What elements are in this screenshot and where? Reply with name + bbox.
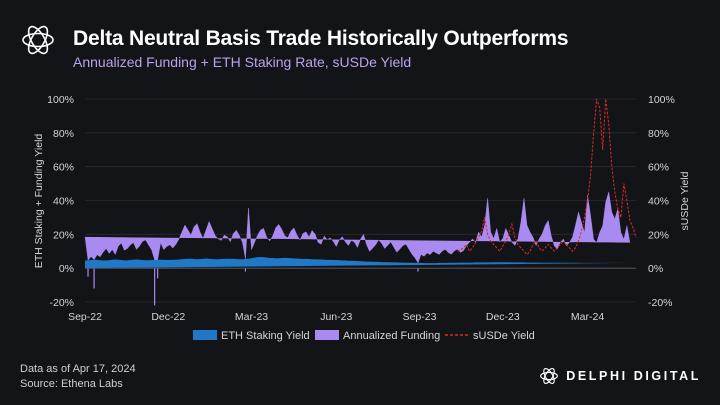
source-note: Source: Ethena Labs <box>20 378 123 390</box>
legend-swatch-staking <box>193 330 217 340</box>
y-tick-right-label: 20% <box>648 229 669 241</box>
y-axis-right-title: sUSDe Yield <box>679 171 691 230</box>
x-tick-label: Sep-23 <box>403 311 437 323</box>
brand: DELPHI DIGITAL <box>539 366 701 386</box>
y-tick-right-label: 100% <box>648 94 675 106</box>
x-tick-label: Jun-23 <box>320 311 352 323</box>
legend-label-funding: Annualized Funding <box>343 330 440 342</box>
staking-area <box>85 257 630 269</box>
y-tick-right-label: 40% <box>648 196 669 208</box>
y-axis-right: 100% 80% 60% 40% 20% 0% -20% <box>648 94 675 309</box>
data-date-note: Data as of Apr 17, 2024 <box>20 363 136 375</box>
y-tick-left-label: 40% <box>53 196 74 208</box>
funding-area <box>84 191 631 264</box>
x-tick-label: Mar-24 <box>571 311 604 323</box>
y-tick-right-label: 60% <box>648 162 669 174</box>
y-axis-left: 100% 80% 60% 40% 20% 0% -20% <box>47 94 74 309</box>
x-tick-label: Dec-23 <box>486 311 520 323</box>
y-tick-left-label: 100% <box>47 94 74 106</box>
y-tick-right-label: 80% <box>648 128 669 140</box>
delphi-brand-icon <box>540 368 559 384</box>
y-tick-left-label: 20% <box>53 229 74 241</box>
x-tick-label: Sep-22 <box>68 311 102 323</box>
y-tick-right-label: -20% <box>648 297 673 309</box>
legend-swatch-funding <box>315 330 339 340</box>
x-tick-label: Dec-22 <box>151 311 185 323</box>
legend: ETH Staking Yield Annualized Funding sUS… <box>193 330 535 342</box>
legend-label-susde: sUSDe Yield <box>473 330 535 342</box>
x-axis: Sep-22 Dec-22 Mar-23 Jun-23 Sep-23 Dec-23 Mar-… <box>68 311 604 323</box>
gridlines <box>85 98 636 303</box>
y-tick-left-label: 0% <box>59 263 74 275</box>
page-subtitle: Annualized Funding + ETH Staking Rate, s… <box>73 54 412 70</box>
page-title: Delta Neutral Basis Trade Historically O… <box>73 27 569 50</box>
brand-name: DELPHI DIGITAL <box>566 369 701 383</box>
y-tick-right-label: 0% <box>648 263 663 275</box>
y-tick-left-label: -20% <box>49 297 74 309</box>
y-tick-left-label: 60% <box>53 162 74 174</box>
y-axis-left-title: ETH Staking + Funding Yield <box>33 134 45 269</box>
y-tick-left-label: 80% <box>53 128 74 140</box>
x-tick-label: Mar-23 <box>235 311 268 323</box>
staking-area-layer <box>85 257 630 269</box>
delphi-logo-icon <box>22 25 54 55</box>
legend-label-staking: ETH Staking Yield <box>221 330 310 342</box>
funding-area-layer <box>84 191 631 306</box>
